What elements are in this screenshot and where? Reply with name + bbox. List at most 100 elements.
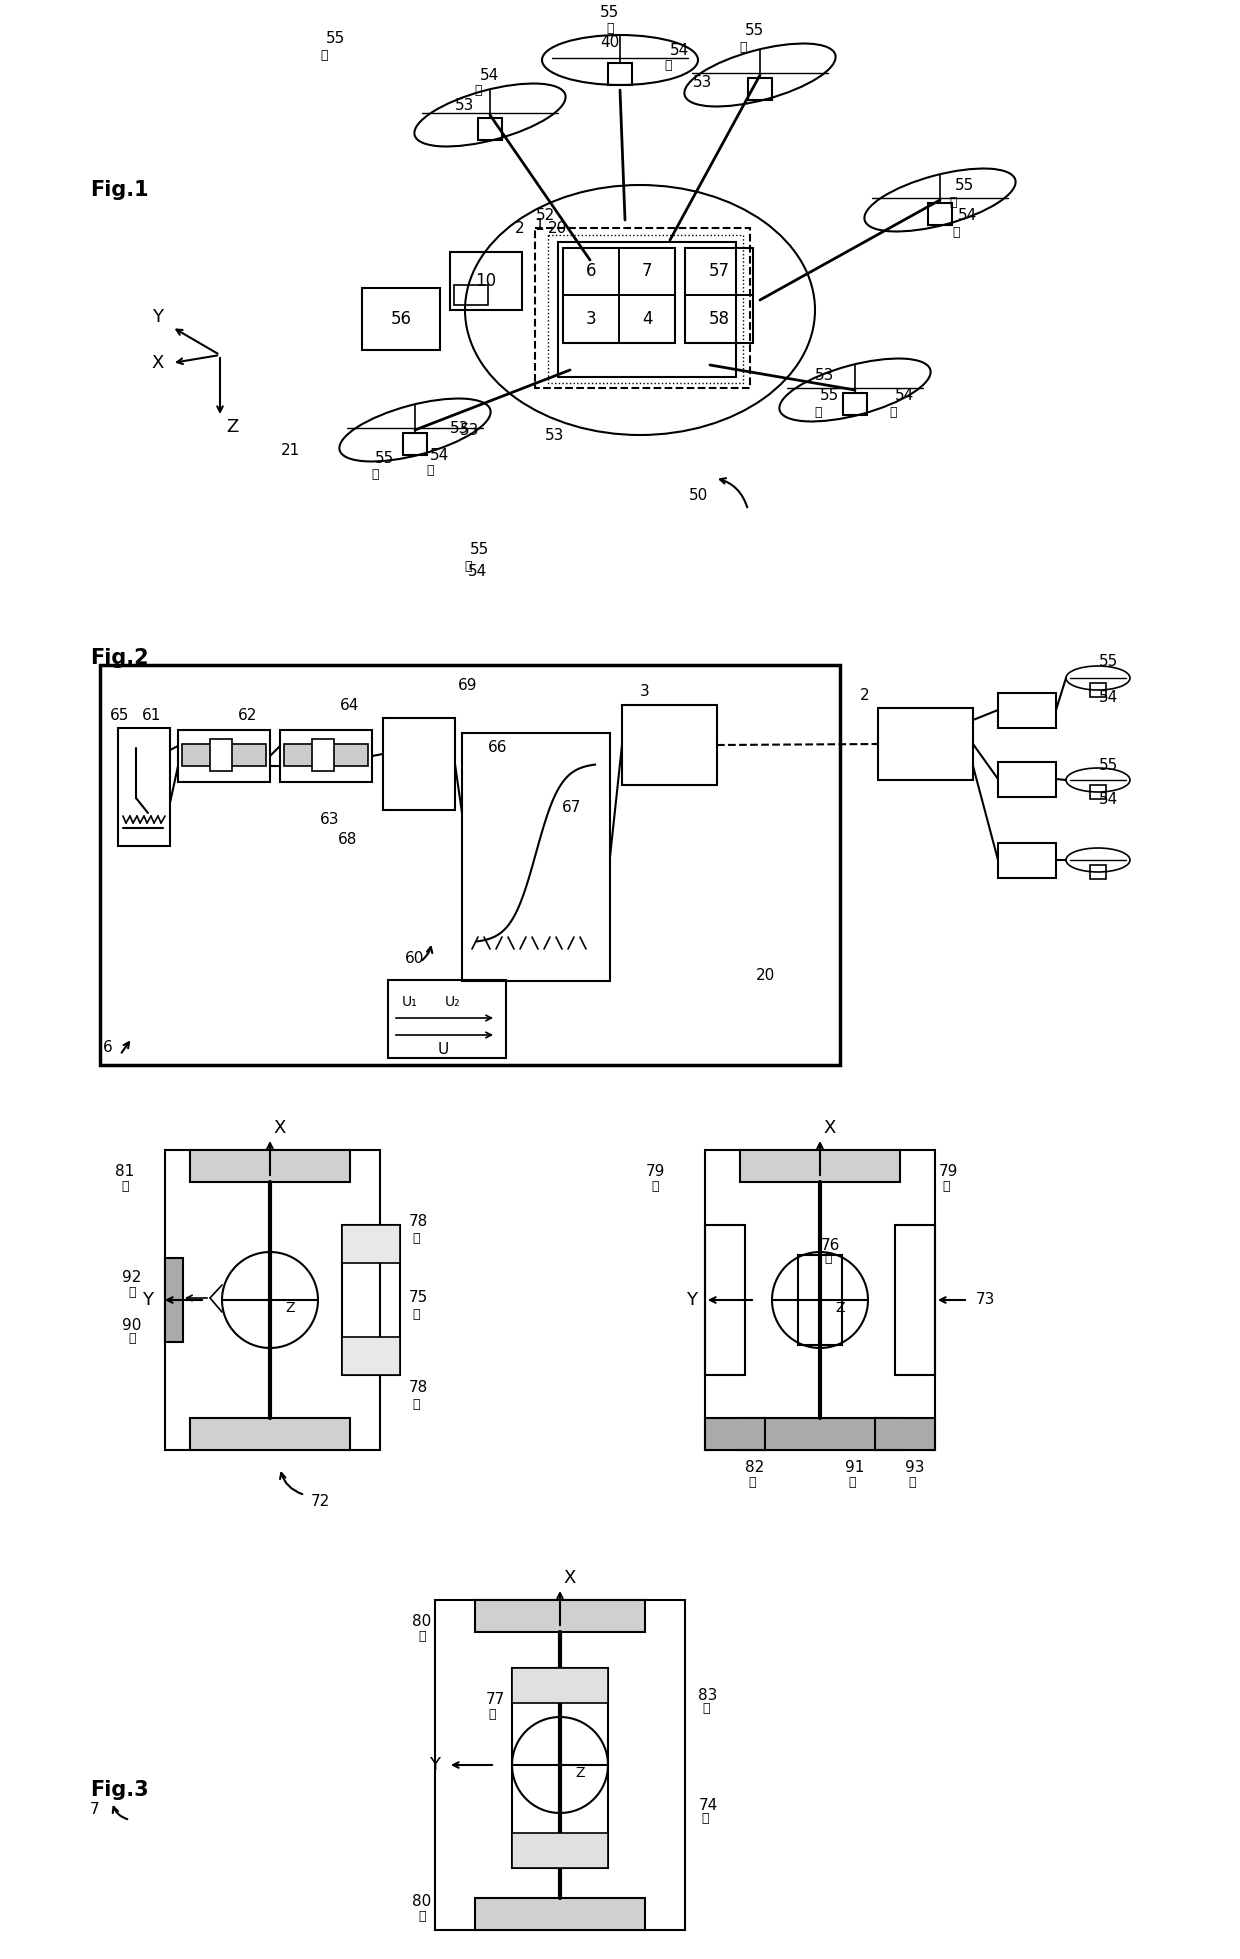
Bar [1090,684,1106,697]
Text: 4: 4 [642,310,652,327]
Bar [280,731,372,782]
Text: ⤵: ⤵ [908,1475,916,1489]
Text: 40: 40 [600,35,619,49]
Text: 54: 54 [480,67,500,82]
Text: U₂: U₂ [445,995,461,1009]
Text: 55: 55 [600,4,619,20]
Bar [475,1601,645,1632]
Bar [383,719,455,809]
Bar [512,1667,608,1702]
Bar [622,705,717,786]
Text: 52: 52 [536,208,554,223]
Text: 91: 91 [846,1461,864,1475]
Text: 53: 53 [693,74,712,90]
Bar [619,249,675,296]
Text: ⤵: ⤵ [739,41,746,53]
Text: 2: 2 [515,221,525,235]
Text: 64: 64 [340,699,360,713]
Text: 68: 68 [339,833,357,848]
Bar [362,288,440,351]
Text: 7: 7 [642,263,652,280]
Bar [342,1224,401,1375]
Text: 53: 53 [460,423,480,437]
Text: 76: 76 [821,1238,839,1252]
Text: ⤵: ⤵ [412,1307,420,1320]
Text: 57: 57 [708,263,729,280]
Text: 60: 60 [405,950,424,966]
Text: Z: Z [575,1765,585,1781]
Bar [1090,866,1106,880]
Text: Y: Y [429,1755,440,1775]
Text: U₁: U₁ [402,995,418,1009]
Text: 83: 83 [698,1687,718,1702]
Bar [165,1150,379,1450]
Text: Fig.3: Fig.3 [91,1781,149,1800]
Bar [799,1256,842,1346]
Bar [100,664,839,1066]
Text: ⤵: ⤵ [848,1475,856,1489]
Bar [928,204,952,225]
Text: 3: 3 [640,684,650,699]
Text: ⤵: ⤵ [665,59,672,71]
Text: 2: 2 [861,688,869,703]
Bar [388,980,506,1058]
Bar [342,1224,401,1264]
Bar [534,227,750,388]
Bar [548,235,743,384]
Text: X: X [274,1119,286,1136]
Bar [450,253,522,310]
Text: Y: Y [143,1291,154,1309]
Text: ⤵: ⤵ [651,1179,658,1193]
Bar [706,1150,935,1450]
Bar [740,1418,900,1450]
Text: 54: 54 [1099,793,1117,807]
Bar [342,1336,401,1375]
Text: Y: Y [153,308,164,325]
Text: ⤵: ⤵ [128,1285,135,1299]
Bar [563,249,675,343]
Text: 61: 61 [143,709,161,723]
Text: 79: 79 [939,1164,957,1179]
Text: 53: 53 [450,421,470,435]
Bar [740,1150,900,1181]
Bar [608,63,632,84]
Text: 55: 55 [820,388,839,402]
Bar [179,731,270,782]
Text: ⤵: ⤵ [464,560,471,574]
Bar [210,739,232,772]
Text: 56: 56 [391,310,412,327]
Bar [190,1150,350,1181]
Text: Z: Z [226,417,238,437]
Text: Fig.2: Fig.2 [91,648,149,668]
Text: 62: 62 [238,709,258,723]
Text: ⤵: ⤵ [815,406,822,419]
Text: Y: Y [687,1291,698,1309]
Bar [998,693,1056,729]
Bar [843,394,867,415]
Text: 79: 79 [645,1164,665,1179]
Text: ⤵: ⤵ [889,406,897,419]
Bar [477,118,502,139]
Bar [684,249,753,296]
Text: 6: 6 [103,1040,113,1056]
Bar [563,296,619,343]
Text: 65: 65 [110,707,130,723]
Text: ⤵: ⤵ [418,1910,425,1922]
Text: 6: 6 [585,263,596,280]
Text: 7: 7 [91,1802,99,1818]
Text: 54: 54 [467,564,487,580]
Text: ⤵: ⤵ [702,1812,709,1826]
Bar [182,744,267,766]
Text: 20: 20 [755,968,775,983]
Text: 93: 93 [905,1461,925,1475]
Text: 67: 67 [562,801,582,815]
Text: 80: 80 [413,1614,432,1630]
Text: ⤵: ⤵ [606,22,614,35]
Text: 78: 78 [408,1215,428,1230]
Bar [463,733,610,981]
Text: 54: 54 [959,208,977,223]
Text: ⤵: ⤵ [122,1179,129,1193]
Bar [684,296,753,343]
Text: ⤵: ⤵ [950,196,957,208]
Text: 55: 55 [374,451,394,466]
